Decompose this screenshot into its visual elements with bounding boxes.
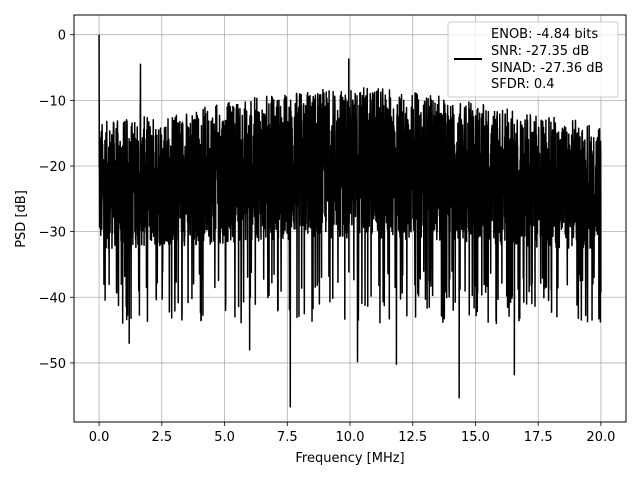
x-tick-label: 17.5: [524, 430, 553, 445]
y-tick-label: −10: [39, 94, 66, 109]
psd-series-line: [98, 34, 602, 408]
x-tick-label: 20.0: [586, 430, 615, 445]
legend: ENOB: -4.84 bits SNR: -27.35 dB SINAD: -…: [447, 21, 619, 98]
legend-snr: SNR: -27.35 dB: [491, 44, 589, 59]
x-tick-label: 15.0: [461, 430, 490, 445]
x-tick-label: 5.0: [214, 430, 235, 445]
x-axis-label: Frequency [MHz]: [295, 451, 404, 466]
y-tick-label: −50: [39, 357, 66, 372]
legend-sinad: SINAD: -27.36 dB: [491, 61, 603, 76]
legend-box: [447, 21, 619, 98]
y-axis-label: PSD [dB]: [14, 190, 29, 248]
legend-sfdr: SFDR: 0.4: [491, 77, 555, 92]
series-layer: [98, 34, 602, 408]
x-tick-label: 2.5: [151, 430, 172, 445]
ticks: 0.0 2.5 5.0 7.5 10.0 12.5 15.0 17.5 20.0 0 −10 −20 −…: [39, 29, 616, 445]
legend-enob: ENOB: -4.84 bits: [491, 27, 598, 42]
y-tick-label: −30: [39, 226, 66, 241]
y-tick-label: 0: [58, 29, 66, 44]
y-tick-label: −40: [39, 291, 66, 306]
x-tick-label: 0.0: [89, 430, 110, 445]
x-tick-label: 12.5: [398, 430, 427, 445]
x-tick-label: 10.0: [336, 430, 365, 445]
y-tick-label: −20: [39, 160, 66, 175]
x-tick-label: 7.5: [277, 430, 298, 445]
